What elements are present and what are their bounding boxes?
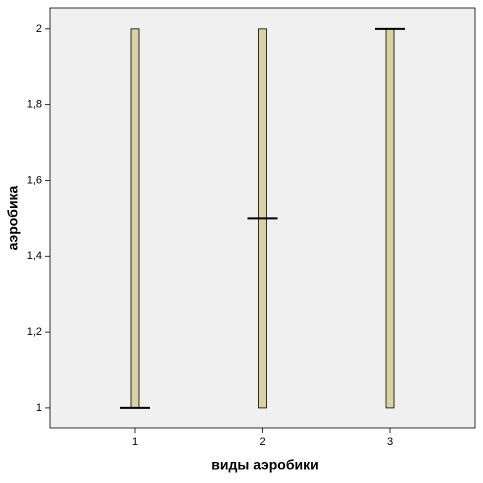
x-axis-title: виды аэробики <box>211 457 318 473</box>
x-tick-label: 2 <box>259 436 265 448</box>
y-tick-label: 1,4 <box>27 250 42 262</box>
box <box>130 28 140 409</box>
y-tick-label: 1,6 <box>27 174 42 186</box>
x-tick-label: 3 <box>387 436 393 448</box>
y-tick-label: 2 <box>36 23 42 35</box>
y-tick-label: 1,8 <box>27 99 42 111</box>
y-axis-title: аэробика <box>5 185 21 250</box>
y-tick-label: 1 <box>36 402 42 414</box>
x-tick-label: 1 <box>132 436 138 448</box>
y-tick-label: 1,2 <box>27 326 42 338</box>
box <box>385 28 395 409</box>
